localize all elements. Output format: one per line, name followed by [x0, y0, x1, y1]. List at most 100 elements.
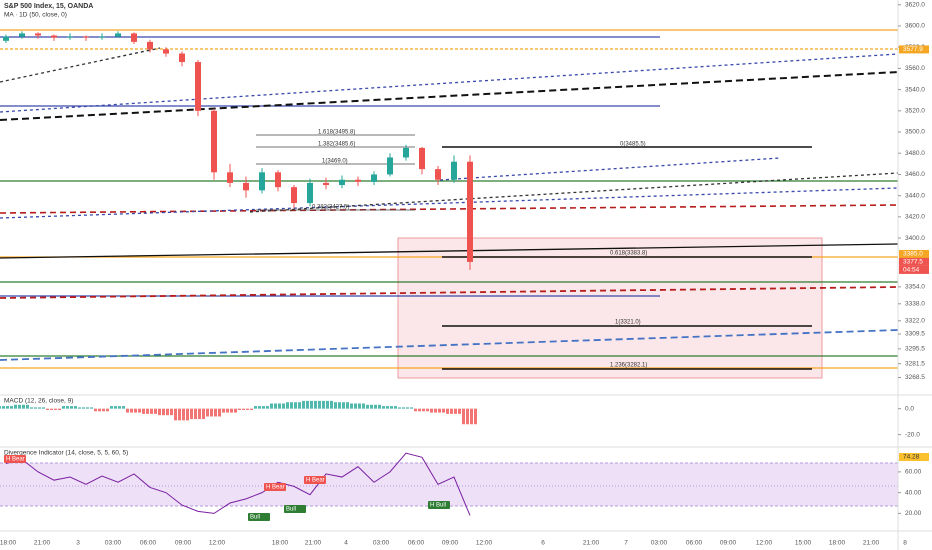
macd-bar — [70, 406, 73, 409]
fib-label: 1(3469.0) — [322, 159, 348, 165]
macd-bar — [18, 404, 21, 409]
candle-body — [259, 172, 265, 191]
macd-bar — [358, 403, 361, 409]
macd-bar — [434, 408, 437, 413]
annotation: H Bear — [306, 478, 325, 484]
macd-bar — [114, 406, 117, 409]
macd-bar — [446, 408, 449, 414]
macd-bar — [30, 407, 33, 409]
candle-body — [163, 49, 169, 54]
macd-bar — [254, 406, 257, 409]
macd-bar — [234, 408, 237, 413]
annotation-bg — [4, 455, 26, 463]
macd-bar — [470, 408, 473, 425]
macd-bar — [94, 408, 97, 412]
macd-bar — [346, 402, 349, 409]
annotation-bg — [428, 501, 450, 509]
fib-label: 0(3485.5) — [620, 142, 646, 148]
div-title: Divergence Indicator (14, close, 5, 5, 6… — [4, 450, 128, 457]
macd-bar — [190, 408, 193, 420]
price-tag — [899, 45, 929, 54]
x-tick-label: 09:00 — [175, 540, 192, 547]
candle-body — [435, 169, 441, 180]
macd-bar — [322, 400, 325, 409]
x-tick-label: 06:00 — [686, 540, 703, 547]
candle-body — [99, 36, 105, 38]
x-tick-label: 4 — [344, 540, 348, 547]
candle-body — [227, 172, 233, 183]
macd-bar — [230, 408, 233, 413]
macd-bar — [154, 408, 157, 414]
macd-bar — [410, 407, 413, 409]
y-tick-label: 3440.0 — [905, 192, 925, 199]
macd-bar — [218, 408, 221, 417]
macd-bar — [50, 408, 53, 410]
symbol: S&P 500 Index, 15, OANDA — [4, 3, 93, 10]
macd-bar — [462, 408, 465, 425]
candle-body — [3, 36, 9, 41]
macd-bar — [354, 403, 357, 409]
last-tag-label: 74.28 — [903, 454, 920, 461]
macd-bar — [186, 408, 189, 421]
macd-bar — [298, 402, 301, 409]
y-tick-label: 3500.0 — [905, 129, 925, 136]
macd-bar — [414, 408, 417, 412]
fib-label: 0.382(3427.5) — [312, 205, 349, 211]
macd-bar — [302, 400, 305, 409]
candle-body — [339, 179, 345, 186]
x-tick-label: 09:00 — [442, 540, 459, 547]
y-tick-label: 3268.5 — [905, 374, 925, 381]
macd-bar — [246, 408, 249, 410]
macd-bar — [474, 408, 477, 425]
macd-bar — [378, 404, 381, 409]
rsi-band — [0, 463, 898, 506]
x-tick-label: 12:00 — [756, 540, 773, 547]
annotation-bg — [248, 513, 270, 521]
y-tick-label: 3309.5 — [905, 331, 925, 338]
macd-bar — [90, 407, 93, 409]
price-tag — [899, 257, 929, 266]
y-tick-label: 60.00 — [905, 469, 922, 476]
macd-bar — [386, 406, 389, 409]
macd-bar — [150, 408, 153, 414]
macd-bar — [270, 403, 273, 409]
candle-body — [35, 33, 41, 36]
macd-bar — [2, 406, 5, 409]
y-tick-label: 3600.0 — [905, 23, 925, 30]
macd-bar — [370, 404, 373, 409]
x-tick-label: 18:00 — [0, 540, 17, 547]
candle-body — [179, 53, 185, 63]
fib-label: 1.618(3495.8) — [318, 130, 355, 136]
candle-body — [67, 36, 73, 38]
candle-body — [19, 33, 25, 37]
x-tick-label: 12:00 — [476, 540, 493, 547]
macd-bar — [138, 408, 141, 413]
macd-bar — [406, 407, 409, 409]
macd-bar — [278, 403, 281, 409]
macd-bar — [458, 408, 461, 414]
candle-body — [323, 182, 329, 186]
x-tick-label: 15:00 — [795, 540, 812, 547]
macd-bar — [78, 407, 81, 409]
fib-label: 1(3321.0) — [615, 320, 641, 326]
y-tick-label: 3560.0 — [905, 65, 925, 72]
y-tick-label: 0.0 — [905, 405, 914, 412]
macd-bar — [326, 400, 329, 409]
annotation: Bull — [250, 515, 260, 521]
macd-bar — [58, 408, 61, 410]
candle-body — [211, 110, 217, 173]
macd-bar — [146, 408, 149, 414]
candle-body — [291, 187, 297, 204]
macd-bar — [266, 406, 269, 409]
macd-bar — [342, 402, 345, 409]
macd-bar — [374, 404, 377, 409]
fib-label: 1.382(3485.6) — [318, 142, 355, 148]
macd-bar — [158, 408, 161, 416]
x-tick-label: 06:00 — [408, 540, 425, 547]
macd-bar — [402, 407, 405, 409]
annotation: H Bull — [430, 503, 446, 509]
macd-bar — [182, 408, 185, 421]
macd-bar — [54, 408, 57, 410]
last-tag — [899, 453, 929, 462]
macd-bar — [178, 408, 181, 421]
